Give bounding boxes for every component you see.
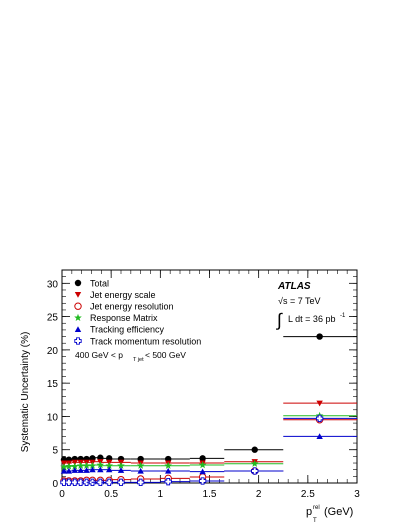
- legend: Total Jet energy scale Jet energy resoluti…: [74, 278, 201, 346]
- data-point: [136, 461, 145, 469]
- legend-entry: Jet energy resolution: [90, 302, 174, 312]
- x-axis-title-sup: rel: [313, 505, 320, 511]
- data-point: [117, 467, 125, 473]
- data-point: [117, 478, 125, 486]
- data-point: [164, 478, 172, 486]
- data-point: [105, 461, 113, 469]
- legend-marker: [74, 337, 82, 345]
- y-tick-label: 30: [47, 279, 59, 290]
- data-point: [71, 467, 78, 473]
- data-point: [77, 478, 85, 486]
- data-point: [198, 477, 207, 485]
- data-point: [250, 459, 259, 467]
- luminosity-label: L dt = 36 pb: [288, 314, 335, 324]
- x-tick-label: 2.5: [301, 489, 315, 500]
- data-point: [70, 462, 79, 470]
- energy-label: √s = 7 TeV: [278, 296, 321, 306]
- legend-entry: Response Matrix: [90, 313, 158, 323]
- legend-entry: Jet energy scale: [90, 290, 156, 300]
- y-tick-label: 25: [47, 313, 59, 324]
- x-tick-label: 3: [354, 489, 360, 500]
- legend-marker: [74, 292, 82, 298]
- data-point: [199, 455, 206, 462]
- data-point: [316, 400, 323, 407]
- y-tick-label: 20: [47, 346, 59, 357]
- data-point: [164, 461, 172, 469]
- data-point: [165, 467, 172, 474]
- legend-marker: [74, 313, 82, 322]
- legend-entry: Total: [90, 278, 109, 288]
- legend-marker: [74, 326, 82, 332]
- x-axis-title-main: p: [306, 506, 312, 518]
- data-point: [105, 478, 113, 486]
- series-tracking-efficiency: [60, 433, 357, 475]
- data-point: [251, 446, 258, 453]
- y-axis-title: Systematic Uncertainty (%): [20, 332, 31, 453]
- data-point: [76, 461, 85, 469]
- data-point: [60, 463, 68, 471]
- data-point: [65, 467, 73, 474]
- y-tick-label: 5: [52, 446, 58, 457]
- data-point: [137, 467, 144, 474]
- x-tick-label: 0.5: [104, 489, 118, 500]
- data-point: [137, 478, 145, 486]
- data-point: [316, 433, 323, 439]
- x-tick-label: 1: [158, 489, 164, 500]
- series-track-momentum-resolution: [60, 414, 357, 486]
- data-point: [96, 478, 104, 486]
- data-point: [97, 466, 104, 473]
- data-marks: [60, 333, 357, 486]
- legend-entry: Tracking efficiency: [90, 325, 165, 335]
- y-tick-label: 15: [47, 379, 59, 390]
- data-point: [106, 466, 113, 473]
- data-point: [65, 462, 73, 470]
- data-point: [316, 333, 323, 340]
- luminosity-exponent: -1: [340, 313, 346, 319]
- data-point: [71, 478, 79, 486]
- data-point: [96, 461, 105, 469]
- legend-marker: [74, 279, 82, 287]
- legend-marker: [74, 302, 82, 310]
- data-point: [60, 467, 68, 474]
- selection-label-pre: 400 GeV < p: [75, 350, 123, 360]
- data-point: [65, 478, 73, 486]
- y-tick-label: 10: [47, 412, 59, 423]
- selection-label-post: < 500 GeV: [145, 350, 186, 360]
- legend-entry: Track momentum resolution: [90, 336, 201, 346]
- data-point: [199, 468, 206, 475]
- x-tick-label: 1.5: [203, 489, 217, 500]
- data-point: [77, 467, 84, 473]
- data-point: [251, 467, 259, 475]
- atlas-label: ATLAS: [277, 281, 311, 292]
- integral-symbol: ∫: [275, 310, 283, 330]
- data-point: [82, 478, 91, 486]
- data-point: [315, 414, 324, 423]
- data-point: [117, 461, 125, 469]
- x-axis-title-sub: T: [313, 518, 317, 524]
- x-tick-label: 2: [256, 489, 262, 500]
- x-tick-label: 0: [59, 489, 65, 500]
- selection-label-sub: T jet: [133, 357, 144, 363]
- data-point: [198, 461, 207, 469]
- data-point: [83, 467, 90, 473]
- x-axis-title-unit: (GeV): [324, 506, 353, 518]
- y-tick-label: 0: [52, 479, 58, 490]
